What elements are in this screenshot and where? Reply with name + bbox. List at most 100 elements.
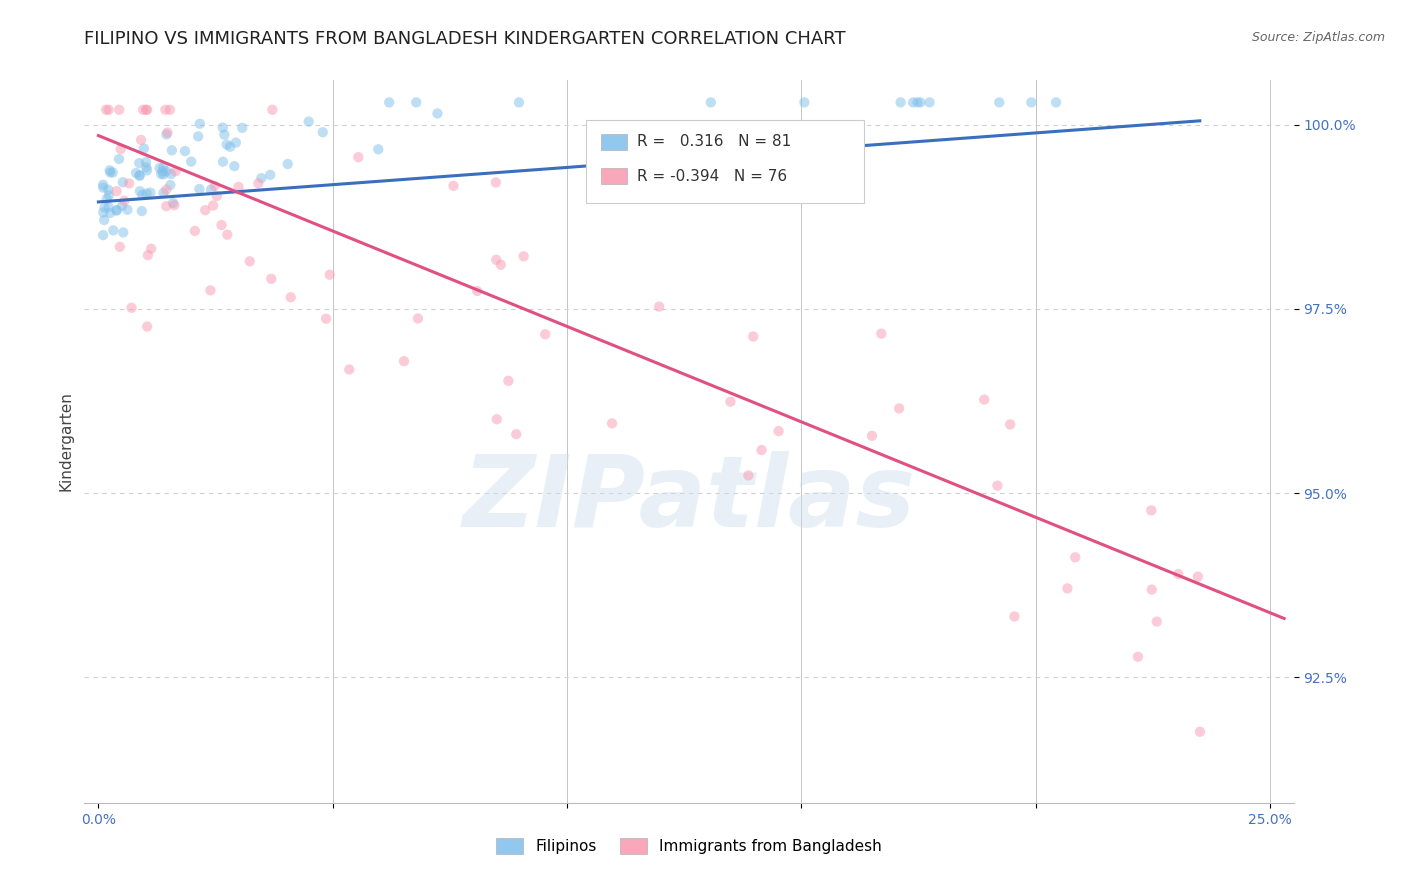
Point	[98, 206, 121, 220]
Point	[260, 272, 283, 286]
Point	[204, 178, 226, 193]
Point	[139, 186, 162, 200]
Text: R =   0.316   N = 81: R = 0.316 N = 81	[637, 134, 792, 149]
Point	[97, 103, 120, 117]
Point	[139, 242, 162, 256]
Point	[793, 95, 815, 110]
Point	[91, 178, 114, 192]
Point	[228, 180, 250, 194]
Point	[648, 300, 671, 314]
Point	[156, 126, 179, 140]
Point	[91, 180, 114, 194]
Text: ZIPatlas: ZIPatlas	[463, 450, 915, 548]
FancyBboxPatch shape	[600, 169, 627, 185]
Point	[378, 95, 401, 110]
Point	[160, 167, 183, 181]
Point	[1056, 582, 1078, 596]
Point	[986, 478, 1008, 492]
Point	[118, 177, 141, 191]
Point	[485, 412, 508, 426]
Point	[367, 142, 389, 156]
Point	[250, 171, 273, 186]
Point	[155, 128, 177, 142]
Point	[159, 103, 181, 117]
Point	[280, 290, 302, 304]
Point	[890, 95, 912, 110]
Point	[110, 142, 132, 156]
Point	[125, 166, 148, 180]
Point	[200, 284, 222, 298]
Point	[103, 223, 125, 237]
Point	[128, 169, 150, 183]
Point	[96, 192, 118, 206]
Point	[1045, 95, 1067, 110]
Point	[105, 202, 128, 217]
Point	[426, 106, 449, 120]
Point	[105, 203, 128, 218]
Point	[111, 175, 134, 189]
Point	[155, 103, 177, 117]
Point	[485, 176, 508, 190]
Point	[860, 429, 883, 443]
Point	[231, 120, 253, 135]
Point	[136, 163, 159, 178]
Point	[136, 103, 159, 117]
Point	[485, 252, 508, 267]
Point	[465, 284, 488, 298]
Point	[534, 327, 557, 342]
Y-axis label: Kindergarten: Kindergarten	[58, 392, 73, 491]
Point	[121, 301, 143, 315]
Point	[512, 249, 534, 263]
Point	[128, 156, 150, 170]
Point	[910, 95, 932, 110]
Point	[162, 196, 184, 211]
Point	[188, 117, 211, 131]
Point	[907, 95, 929, 110]
Point	[508, 95, 530, 110]
Point	[214, 128, 236, 142]
Point	[155, 199, 177, 213]
Point	[155, 183, 177, 197]
Point	[505, 427, 527, 442]
Point	[129, 133, 152, 147]
Point	[498, 374, 520, 388]
Point	[188, 182, 211, 196]
Point	[600, 417, 623, 431]
Point	[165, 164, 187, 178]
Point	[277, 157, 299, 171]
Point	[211, 218, 233, 232]
Point	[111, 199, 134, 213]
Text: Source: ZipAtlas.com: Source: ZipAtlas.com	[1251, 31, 1385, 45]
Text: FILIPINO VS IMMIGRANTS FROM BANGLADESH KINDERGARTEN CORRELATION CHART: FILIPINO VS IMMIGRANTS FROM BANGLADESH K…	[84, 29, 846, 48]
Point	[1188, 724, 1211, 739]
Point	[998, 417, 1021, 432]
Point	[101, 165, 124, 179]
Point	[247, 177, 270, 191]
Point	[91, 228, 114, 243]
FancyBboxPatch shape	[586, 120, 865, 203]
Point	[160, 144, 183, 158]
Point	[1167, 567, 1189, 582]
Text: R = -0.394   N = 76: R = -0.394 N = 76	[637, 169, 787, 184]
Point	[901, 95, 924, 110]
Point	[347, 150, 370, 164]
Point	[239, 254, 262, 268]
Point	[152, 167, 174, 181]
Point	[187, 129, 209, 144]
Point	[152, 161, 174, 175]
Point	[1021, 95, 1043, 110]
Point	[180, 154, 202, 169]
Point	[98, 163, 121, 178]
Point	[720, 394, 742, 409]
Point	[131, 187, 153, 202]
Point	[98, 188, 121, 202]
Point	[98, 165, 121, 179]
Point	[315, 311, 337, 326]
Point	[184, 224, 207, 238]
Point	[259, 168, 281, 182]
Point	[211, 120, 233, 135]
Point	[91, 205, 114, 219]
Point	[406, 311, 429, 326]
Point	[132, 103, 155, 117]
Point	[93, 213, 115, 227]
